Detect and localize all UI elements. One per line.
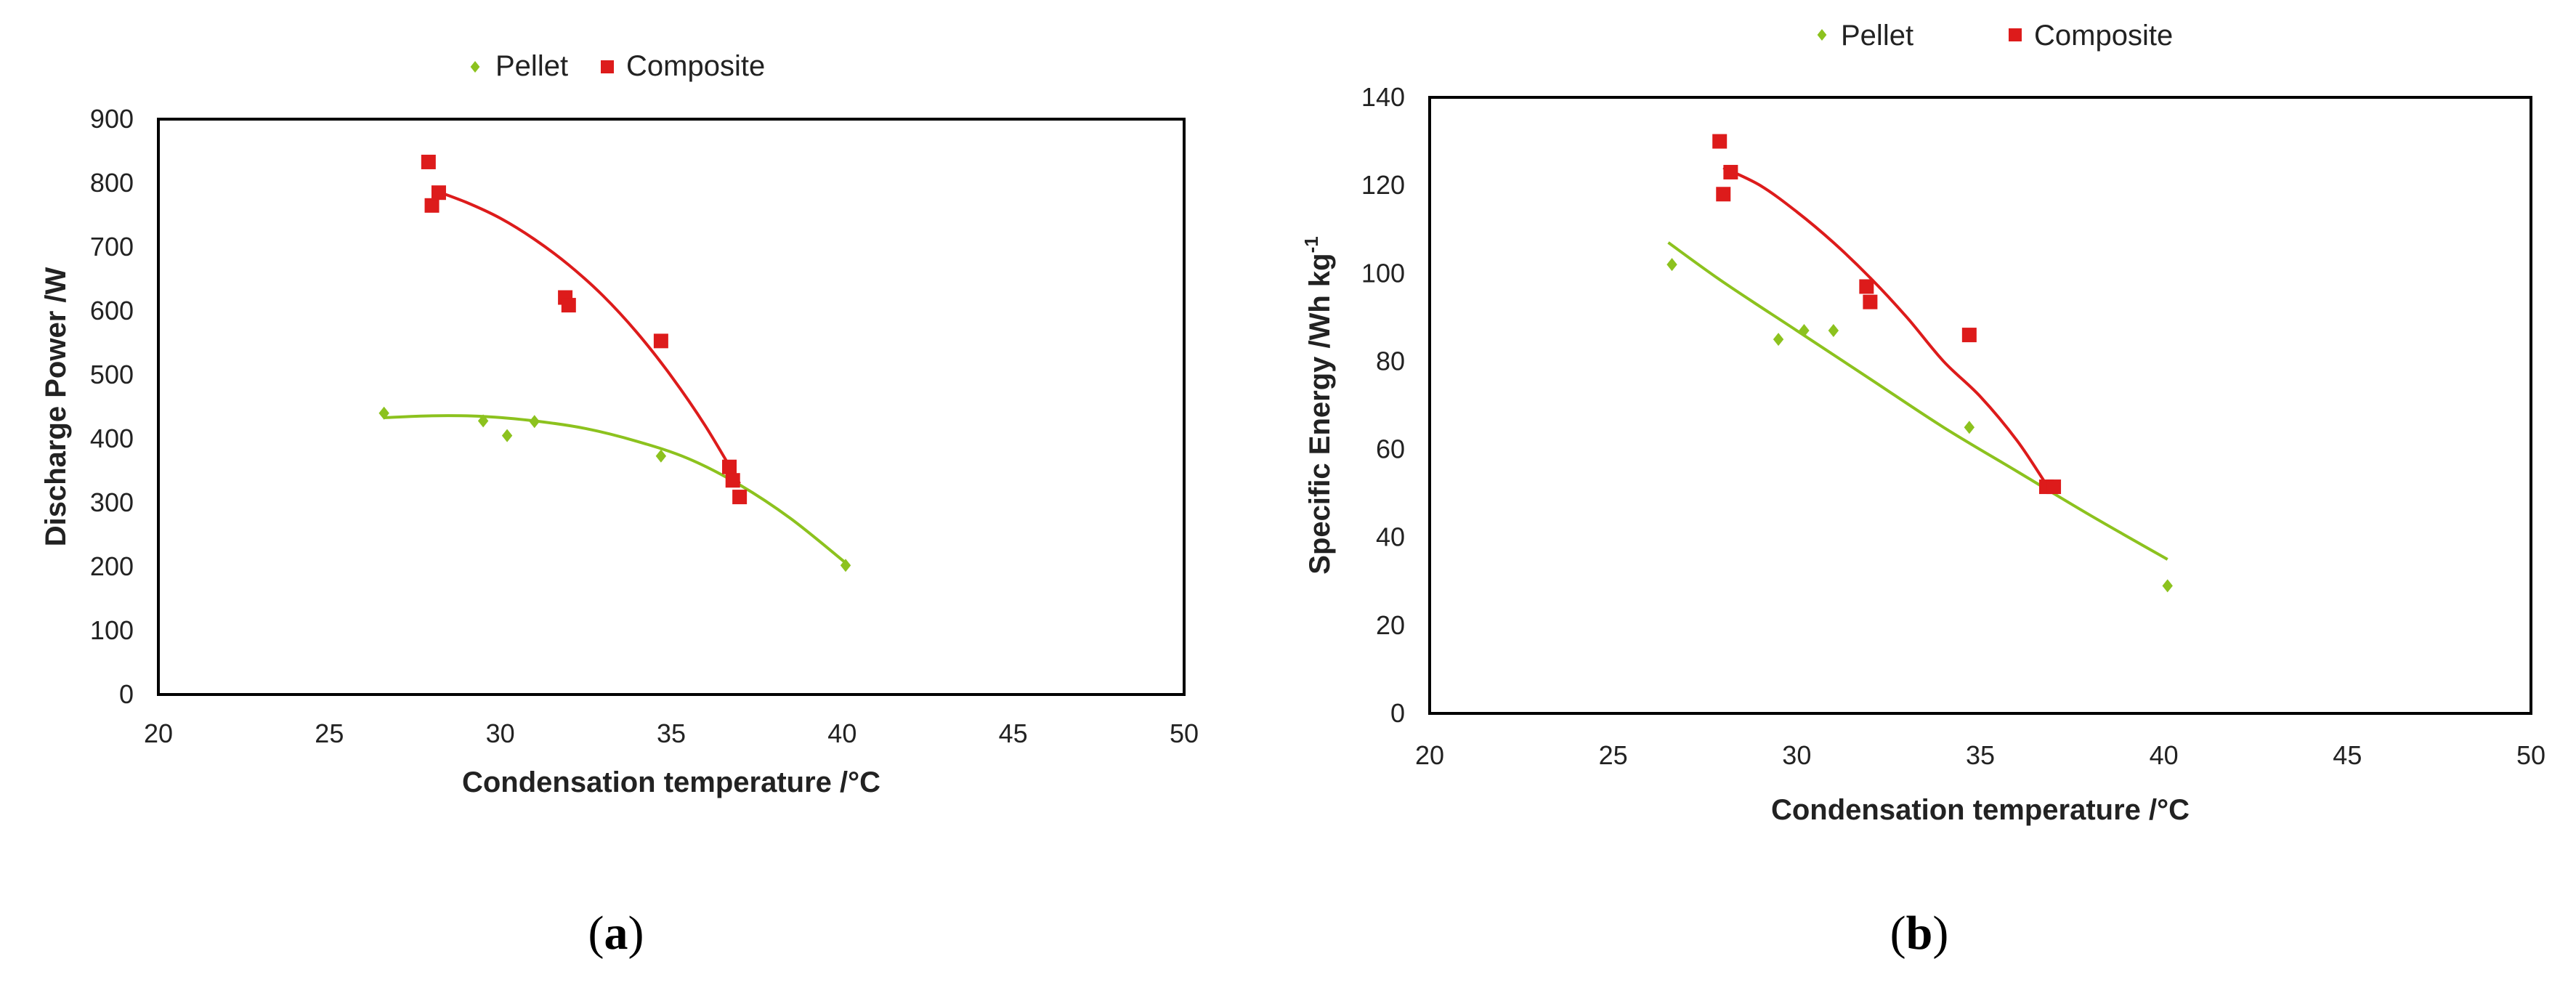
x-axis-title-a: Condensation temperature /°C (462, 766, 880, 798)
data-point-composite (1712, 134, 1728, 149)
x-tick-label: 30 (1782, 740, 1811, 770)
panel-label-a: (a) (588, 907, 644, 960)
trendline-composite (1722, 166, 2048, 486)
data-point-pellet (1799, 324, 1810, 338)
x-tick-label: 20 (1415, 740, 1444, 770)
chart-a: Pellet Composite 20 25 30 35 40 45 50010020030… (40, 50, 1199, 960)
panel-label-b: (b) (1890, 907, 1949, 960)
x-tick-label: 30 (486, 718, 515, 748)
legend-label-pellet: Pellet (1841, 20, 1913, 52)
x-tick-label: 50 (2516, 740, 2545, 770)
tick-labels-b: 20 25 30 35 40 45 50 0 20 40 60 80 100 120 140 (1361, 82, 2545, 770)
x-tick-label: 25 (315, 718, 344, 748)
data-point-composite (725, 473, 740, 488)
data-point-composite (1723, 164, 1738, 179)
data-point-composite (1961, 328, 1977, 343)
trendline-pellet (1667, 241, 2168, 561)
y-tick-label: 300 (90, 487, 134, 517)
y-tick-label: 80 (1376, 346, 1405, 376)
data-point-pellet (655, 449, 667, 463)
legend-marker-pellet (470, 61, 480, 73)
data-point-composite (1859, 279, 1874, 294)
legend-symbol-composite (2009, 28, 2022, 41)
y-axis-title-b: Specific Energy /Wh kg-1 (1300, 236, 1336, 574)
legend-label-composite: Composite (626, 50, 765, 82)
x-tick-label: 25 (1599, 740, 1628, 770)
data-points-a (378, 154, 851, 572)
chart-b: Pellet Composite 20 25 30 35 40 45 50 0 20 40 60 80… (1300, 20, 2545, 960)
y-tick-label: 0 (1390, 698, 1405, 728)
data-point-composite (722, 459, 737, 474)
data-point-composite (421, 154, 436, 169)
data-point-pellet (1666, 258, 1677, 272)
legend-label-composite: Composite (2034, 20, 2173, 52)
x-axis-title-b: Condensation temperature /°C (1771, 794, 2190, 826)
y-tick-label: 40 (1376, 522, 1405, 552)
y-axis-title-b-main: Specific Energy /Wh kg (1304, 253, 1336, 574)
y-tick-label: 140 (1361, 82, 1405, 112)
x-tick-label: 40 (827, 718, 856, 748)
y-tick-label: 400 (90, 424, 134, 453)
data-point-pellet (501, 429, 513, 442)
trendlines-b (1667, 166, 2168, 561)
plot-area-b (1428, 96, 2532, 715)
data-points-b (1666, 134, 2173, 593)
y-tick-label: 200 (90, 551, 134, 581)
data-point-pellet (2162, 579, 2173, 593)
data-point-composite (561, 298, 576, 313)
legend-marker-composite (601, 60, 614, 73)
data-point-pellet (1773, 333, 1784, 347)
plot-area-a (157, 118, 1186, 696)
data-point-pellet (840, 559, 851, 572)
x-tick-label: 20 (144, 718, 173, 748)
y-tick-label: 700 (90, 232, 134, 262)
data-point-composite (732, 490, 748, 505)
legend-symbol-pellet (1817, 29, 1827, 41)
legend-label-pellet: Pellet (495, 50, 568, 82)
y-tick-label: 60 (1376, 434, 1405, 464)
y-axis-title-b-superscript: -1 (1300, 236, 1322, 253)
x-tick-label: 45 (999, 718, 1028, 748)
x-tick-label: 35 (657, 718, 686, 748)
y-tick-label: 900 (90, 104, 134, 134)
data-point-pellet (378, 406, 389, 420)
legend-symbol-composite (601, 60, 614, 73)
x-tick-label: 45 (2333, 740, 2362, 770)
data-point-pellet (477, 414, 489, 428)
trendline-composite (431, 187, 741, 485)
legend-marker-composite (2009, 28, 2022, 41)
legend-a: Pellet Composite (470, 50, 765, 82)
y-tick-label: 100 (90, 615, 134, 645)
data-point-composite (431, 185, 446, 201)
panel-label-a-letter: a (604, 907, 628, 960)
tick-labels-a: 20 25 30 35 40 45 5001002003004005006007008009… (90, 104, 1199, 748)
y-tick-label: 120 (1361, 170, 1405, 200)
y-tick-label: 500 (90, 360, 134, 389)
data-point-composite (424, 198, 440, 213)
y-axis-title-a: Discharge Power /W (40, 267, 72, 546)
legend-b: Pellet Composite (1817, 20, 2173, 52)
panel-label-b-letter: b (1906, 907, 1933, 960)
data-point-pellet (529, 415, 540, 429)
trendline-pellet (384, 414, 847, 564)
x-tick-label: 40 (2150, 740, 2179, 770)
x-tick-label: 35 (1966, 740, 1995, 770)
data-point-pellet (1964, 421, 1975, 434)
data-point-composite (653, 333, 668, 349)
y-tick-label: 0 (119, 679, 134, 709)
data-point-composite (1863, 294, 1878, 309)
y-tick-label: 100 (1361, 258, 1405, 288)
x-tick-label: 50 (1170, 718, 1199, 748)
legend-marker-pellet (1817, 29, 1827, 41)
y-tick-label: 600 (90, 296, 134, 325)
legend-symbol-pellet (470, 61, 480, 73)
data-point-pellet (1828, 324, 1839, 338)
data-point-composite (1716, 187, 1731, 202)
y-tick-label: 20 (1376, 610, 1405, 640)
y-tick-label: 800 (90, 168, 134, 198)
data-point-composite (2046, 479, 2062, 495)
trendlines-a (384, 187, 847, 564)
